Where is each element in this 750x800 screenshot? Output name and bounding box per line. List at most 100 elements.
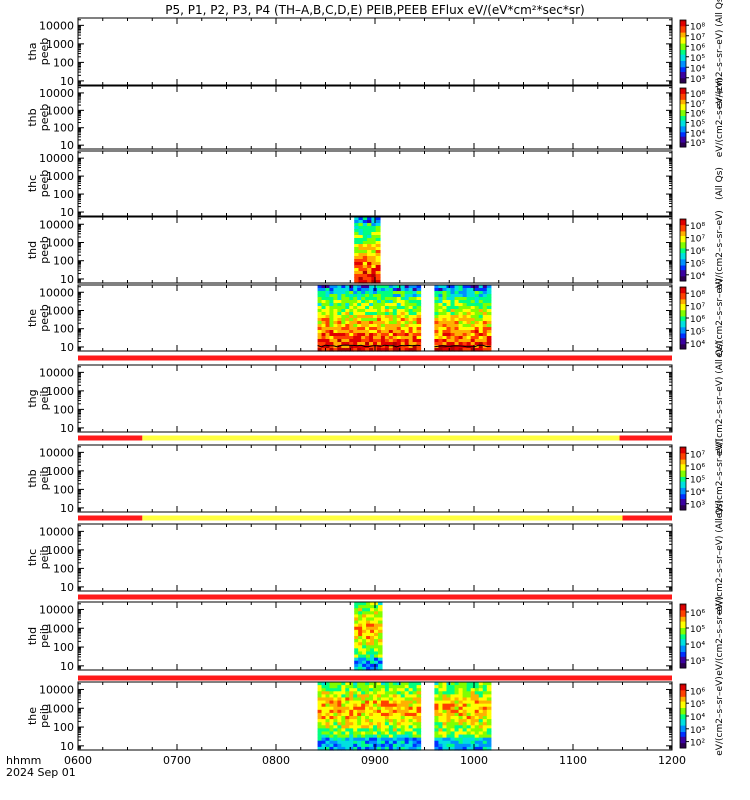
colorbar-segment [680,704,686,707]
colorbar-tick-label: 10³ [690,501,705,511]
colorbar-segment [680,279,686,282]
colorbar-segment [680,78,686,81]
colorbar-segment [680,24,686,27]
panel-label-instrument: peeb [38,170,51,198]
y-tick-label: 10 [60,341,74,354]
x-axis: 0600 0700 0800 0900 1000 1100 1200 [64,754,686,767]
x-tick-label: 0600 [64,754,92,767]
colorbar-tick-label: 10⁴ [690,713,705,723]
panel-label-instrument: peeb [38,104,51,132]
colorbar-label: eV/(cm2–s–sr–eV) (All Qs) [715,341,725,456]
colorbar-segment [680,489,686,492]
colorbar-segment [680,49,686,52]
y-tick-label: 100 [53,483,74,496]
colorbar-segment [680,274,686,277]
colorbar-frame [679,87,687,148]
colorbar-segment [680,314,686,317]
colorbar-segment [680,102,686,105]
colorbar-segment [680,486,686,489]
colorbar-segment [680,465,686,468]
y-tick-label: 10 [60,422,74,435]
colorbar-segment [680,475,686,478]
colorbar-segment [680,287,686,290]
colorbar-label: eV/(cm2–s–sr–eV) [715,78,725,157]
colorbar-segment [680,324,686,327]
colorbar-segment [680,716,686,719]
colorbar-segment [680,345,686,348]
colorbar-segment [680,621,686,624]
colorbar-segment [680,136,686,139]
spectrogram-block [434,682,492,751]
colorbar-segment [680,89,686,92]
colorbar-segment [680,629,686,632]
colorbar-segment [680,454,686,457]
y-tick-label: 1000 [46,236,74,249]
colorbar-segment [680,98,686,101]
colorbar-segment [680,129,686,132]
date-label: 2024 Sep 01 [6,766,76,779]
colorbar-segment [680,658,686,661]
colorbar-tick-label: 10⁴ [690,272,705,282]
colorbar-segment [680,42,686,45]
colorbar-tick-label: 10⁷ [690,100,705,110]
figure-title: P5, P1, P2, P3, P4 (TH–A,B,C,D,E) PEIB,P… [165,3,584,17]
colorbar-tick-label: 10⁸ [690,222,705,232]
y-tick-label: 1000 [46,170,74,183]
colorbar-segment [680,29,686,32]
colorbar-tick-label: 10⁴ [690,340,705,350]
colorbar-segment [680,727,686,730]
panel-label-probe: thd [26,241,39,259]
moment-line [317,344,421,348]
colorbar-segment [680,685,686,688]
colorbar-segment [680,338,686,341]
colorbar-segment [680,692,686,695]
colorbar-segment [680,45,686,48]
panel-label-instrument: peeb [38,236,51,264]
colorbar-segment [680,746,686,749]
colorbar-tick-label: 10⁶ [690,687,705,697]
colorbar-segment [680,95,686,98]
colorbar-segment [680,728,686,731]
panel-frame [77,364,673,433]
colorbar-segment [680,46,686,49]
colorbar-segment [680,624,686,627]
colorbar-segment [680,225,686,228]
flag-segment [78,355,672,361]
colorbar-segment [680,273,686,276]
colorbar-segment [680,498,686,502]
colorbar-thg-peib: eV/(cm2–s–sr–eV) (All Qs) [715,341,725,456]
colorbar-segment [680,248,686,251]
colorbar-segment [680,344,686,347]
colorbar-segment [680,636,686,639]
colorbar-segment [680,647,686,650]
y-tick-label: 10000 [39,218,74,231]
colorbar-label: eV/(cm2–s–sr–eV) [715,676,725,755]
colorbar-segment [680,73,686,76]
colorbar-segment [680,228,686,231]
colorbar-segment [680,256,686,259]
colorbar-segment [680,117,686,120]
colorbar-segment [680,720,686,723]
flag-bars [78,355,672,681]
colorbar-thd-peib: 10³ 10⁴ 10⁵ 10⁶ eV/(cm2–s–sr–eV) [679,596,725,676]
colorbar-segment [680,60,686,64]
colorbar-thb-peib: 10³ 10⁴ 10⁵ 10⁶ 10⁷ eV/(cm2–s–sr–eV) [679,439,725,518]
colorbar-segment [680,666,686,669]
colorbar-segment [680,220,686,223]
colorbar-frame [679,19,687,84]
colorbar-segment [680,27,686,30]
colorbar-segment [680,703,686,706]
colorbar-tick-label: 10⁸ [690,290,705,300]
colorbar-segment [680,500,686,503]
colorbar-segment [680,480,686,483]
colorbar-segment [680,607,686,610]
colorbar-segment [680,237,686,240]
colorbar-segment [680,655,686,658]
colorbar-segment [680,639,686,642]
colorbar-segment [680,481,686,484]
colorbar-segment [680,325,686,328]
